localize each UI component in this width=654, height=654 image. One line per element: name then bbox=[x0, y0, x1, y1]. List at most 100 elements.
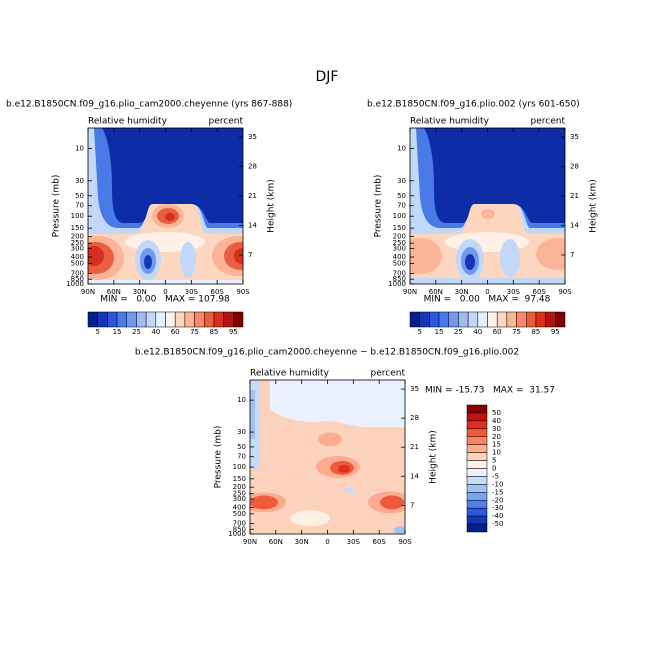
colorbar-box bbox=[506, 311, 517, 328]
colorbar-box bbox=[466, 476, 488, 485]
colorbar-label: -5 bbox=[492, 472, 499, 480]
colorbar-label: 60 bbox=[493, 328, 502, 336]
colorbar-label: 75 bbox=[512, 328, 521, 336]
colorbar-box bbox=[438, 311, 449, 328]
y-tick-label: 10 bbox=[397, 144, 406, 152]
contour-region bbox=[144, 255, 152, 269]
left-label: Relative humidity bbox=[250, 369, 330, 379]
y2-tick-label: 21 bbox=[410, 443, 419, 451]
colorbar-box bbox=[466, 420, 488, 430]
y-tick-label: 70 bbox=[237, 453, 246, 461]
contour-region bbox=[410, 238, 442, 274]
contour-region bbox=[424, 128, 565, 223]
colorbar-label: 60 bbox=[171, 328, 180, 336]
y-tick-label: 850 bbox=[71, 275, 84, 283]
colorbar-label: 40 bbox=[151, 328, 160, 336]
contour-region bbox=[88, 246, 104, 266]
colorbar-label: 95 bbox=[551, 328, 560, 336]
colorbar-box bbox=[466, 500, 488, 509]
y2-tick-label: 7 bbox=[570, 251, 574, 259]
y-tick-label: 200 bbox=[233, 483, 246, 491]
colorbar-label: -30 bbox=[492, 504, 503, 512]
colorbar-box bbox=[87, 311, 98, 328]
x-tick-label: 60S bbox=[532, 288, 546, 296]
y-tick-label: 400 bbox=[233, 503, 246, 511]
colorbar-box bbox=[496, 311, 508, 328]
y2-axis-label: Height (km) bbox=[589, 179, 599, 233]
panel-title: b.e12.B1850CN.f09_g16.plio_cam2000.cheye… bbox=[135, 348, 519, 358]
colorbar-box bbox=[466, 460, 488, 469]
colorbar-box bbox=[535, 311, 546, 328]
colorbar-box bbox=[466, 428, 488, 437]
colorbar-box bbox=[545, 311, 556, 328]
y2-tick-label: 28 bbox=[248, 163, 257, 171]
y-tick-label: 100 bbox=[71, 212, 84, 220]
y2-tick-label: 35 bbox=[410, 385, 419, 393]
contour-fill bbox=[88, 128, 243, 284]
colorbar-box bbox=[466, 507, 488, 517]
x-tick-label: 30S bbox=[507, 288, 521, 296]
contour-region bbox=[536, 238, 565, 270]
y-tick-label: 1000 bbox=[228, 530, 246, 538]
y-tick-label: 50 bbox=[75, 192, 84, 200]
contour-region bbox=[250, 389, 255, 440]
colorbar-label: -50 bbox=[492, 520, 503, 528]
x-tick-label: 30N bbox=[455, 288, 469, 296]
colorbar-label: 50 bbox=[492, 409, 501, 417]
colorbar-box bbox=[466, 492, 488, 501]
contour-fill bbox=[410, 128, 565, 284]
colorbar-box bbox=[409, 311, 420, 328]
left-label: Relative humidity bbox=[88, 117, 168, 127]
y-tick-label: 30 bbox=[75, 177, 84, 185]
x-tick-label: 30N bbox=[133, 288, 147, 296]
y-tick-label: 150 bbox=[233, 475, 246, 483]
colorbar-box bbox=[516, 311, 527, 328]
y-tick-label: 400 bbox=[393, 253, 406, 261]
y2-tick-label: 14 bbox=[410, 472, 419, 480]
colorbar-label: -10 bbox=[492, 480, 503, 488]
colorbar-label: 15 bbox=[435, 328, 444, 336]
x-tick-label: 60N bbox=[269, 538, 283, 546]
colorbar-label: 75 bbox=[190, 328, 199, 336]
contour-region bbox=[234, 248, 243, 264]
colorbar-box bbox=[448, 311, 459, 328]
contour-region bbox=[180, 242, 196, 278]
x-tick-label: 60N bbox=[107, 288, 121, 296]
colorbar-box bbox=[155, 311, 166, 328]
colorbar-box bbox=[126, 311, 137, 328]
colorbar-box bbox=[116, 311, 127, 328]
x-tick-label: 60N bbox=[429, 288, 443, 296]
colorbar-box bbox=[466, 515, 488, 525]
y2-tick-label: 7 bbox=[248, 251, 252, 259]
colorbar-box bbox=[184, 311, 195, 328]
stats: MIN = -15.73 MAX = 31.57 bbox=[425, 386, 555, 396]
y-tick-label: 500 bbox=[233, 510, 246, 518]
y-tick-label: 250 bbox=[393, 239, 406, 247]
colorbar-label: 25 bbox=[132, 328, 141, 336]
colorbar-label: -20 bbox=[492, 496, 503, 504]
contour-region bbox=[270, 380, 405, 428]
y-tick-label: 150 bbox=[393, 224, 406, 232]
contour-region bbox=[481, 209, 495, 219]
x-tick-label: 0 bbox=[485, 288, 489, 296]
colorbar-label: 40 bbox=[492, 417, 501, 425]
x-tick-label: 60S bbox=[210, 288, 224, 296]
contour-fill bbox=[250, 380, 405, 534]
colorbar-box bbox=[466, 412, 488, 422]
y2-tick-label: 7 bbox=[410, 501, 414, 509]
contour-region bbox=[380, 495, 404, 510]
contour-region bbox=[318, 432, 342, 447]
y2-axis-label: Height (km) bbox=[267, 179, 277, 233]
contour-region bbox=[345, 487, 355, 494]
colorbar-label: 30 bbox=[492, 425, 501, 433]
colorbar-box bbox=[466, 468, 488, 477]
y2-tick-label: 35 bbox=[570, 133, 579, 141]
colorbar-label: 5 bbox=[95, 328, 99, 336]
contour-region bbox=[290, 510, 330, 527]
right-label: percent bbox=[531, 117, 566, 127]
y-axis-label: Pressure (mb) bbox=[214, 426, 224, 489]
contour-region bbox=[394, 526, 405, 534]
y-tick-label: 1000 bbox=[66, 280, 84, 288]
x-tick-label: 0 bbox=[325, 538, 329, 546]
